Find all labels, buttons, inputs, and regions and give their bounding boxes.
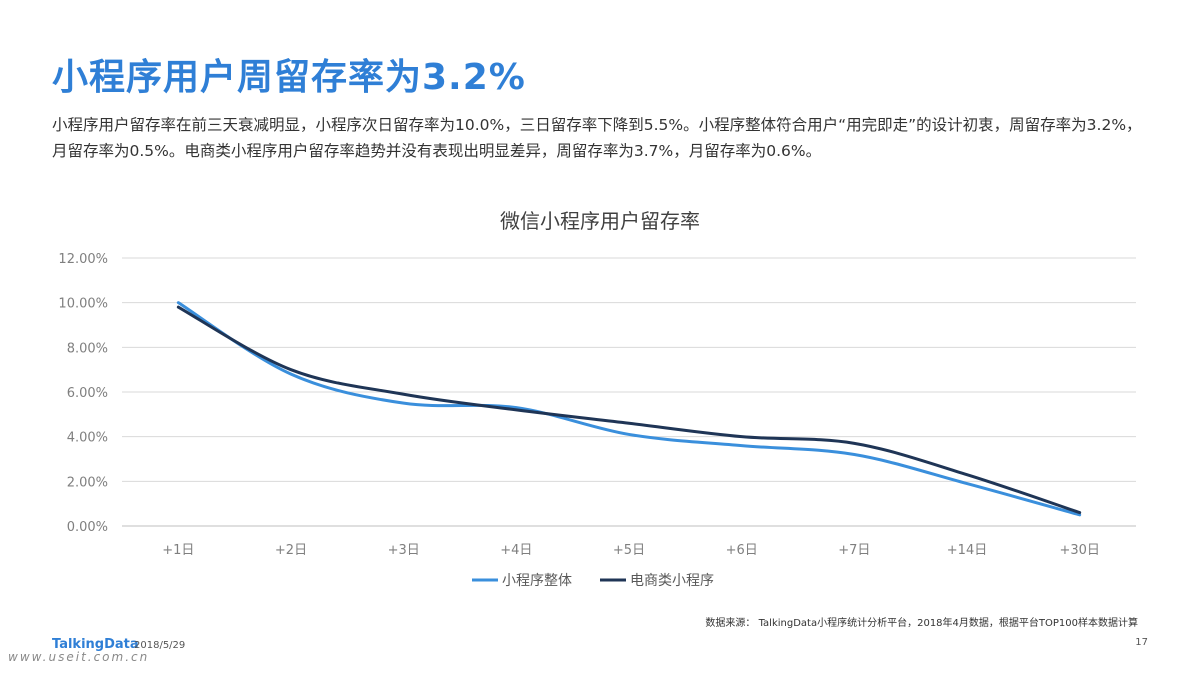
y-tick-label: 0.00%	[67, 520, 108, 535]
x-tick-label: +2日	[275, 543, 307, 558]
grid-lines	[122, 257, 1136, 527]
talkingdata-logo: TalkingData	[52, 637, 139, 652]
footer-date: 2018/5/29	[134, 640, 186, 651]
watermark: www.useit.com.cn	[8, 650, 150, 664]
x-tick-label: +3日	[388, 543, 420, 558]
y-axis-ticks: 0.00% 2.00% 4.00% 6.00% 8.00% 10.00% 12.00%	[58, 252, 108, 535]
series-line-ecommerce	[176, 305, 1082, 515]
legend-label: 电商类小程序	[630, 573, 714, 589]
legend-label: 小程序整体	[502, 573, 572, 589]
y-tick-label: 8.00%	[67, 341, 108, 356]
y-tick-label: 12.00%	[58, 252, 108, 267]
chart-legend: 小程序整体 电商类小程序	[472, 573, 714, 589]
y-tick-label: 6.00%	[67, 386, 108, 401]
x-tick-label: +4日	[500, 543, 532, 558]
page-number: 17	[1135, 637, 1148, 648]
page-title: 小程序用户周留存率为3.2%	[52, 57, 526, 98]
summary-text: 小程序用户留存率在前三天衰减明显，小程序次日留存率为10.0%，三日留存率下降到…	[52, 116, 1142, 160]
data-source-note: 数据来源： TalkingData小程序统计分析平台，2018年4月数据，根据平…	[705, 618, 1138, 629]
y-tick-label: 10.00%	[58, 297, 108, 312]
x-tick-label: +5日	[613, 543, 645, 558]
x-tick-label: +14日	[947, 543, 987, 558]
series-line-overall	[176, 301, 1082, 517]
y-tick-label: 2.00%	[67, 475, 108, 490]
x-tick-label: +30日	[1059, 543, 1099, 558]
x-tick-label: +7日	[838, 543, 870, 558]
series-lines	[176, 301, 1082, 517]
x-axis-ticks: +1日 +2日 +3日 +4日 +5日 +6日 +7日 +14日 +30日	[162, 543, 1100, 558]
chart-title: 微信小程序用户留存率	[500, 209, 700, 233]
x-tick-label: +1日	[162, 543, 194, 558]
retention-line-chart: 微信小程序用户留存率 0.00% 2.00% 4.00% 6.00% 8.00% 10.0…	[58, 209, 1136, 589]
x-tick-label: +6日	[726, 543, 758, 558]
y-tick-label: 4.00%	[67, 431, 108, 446]
